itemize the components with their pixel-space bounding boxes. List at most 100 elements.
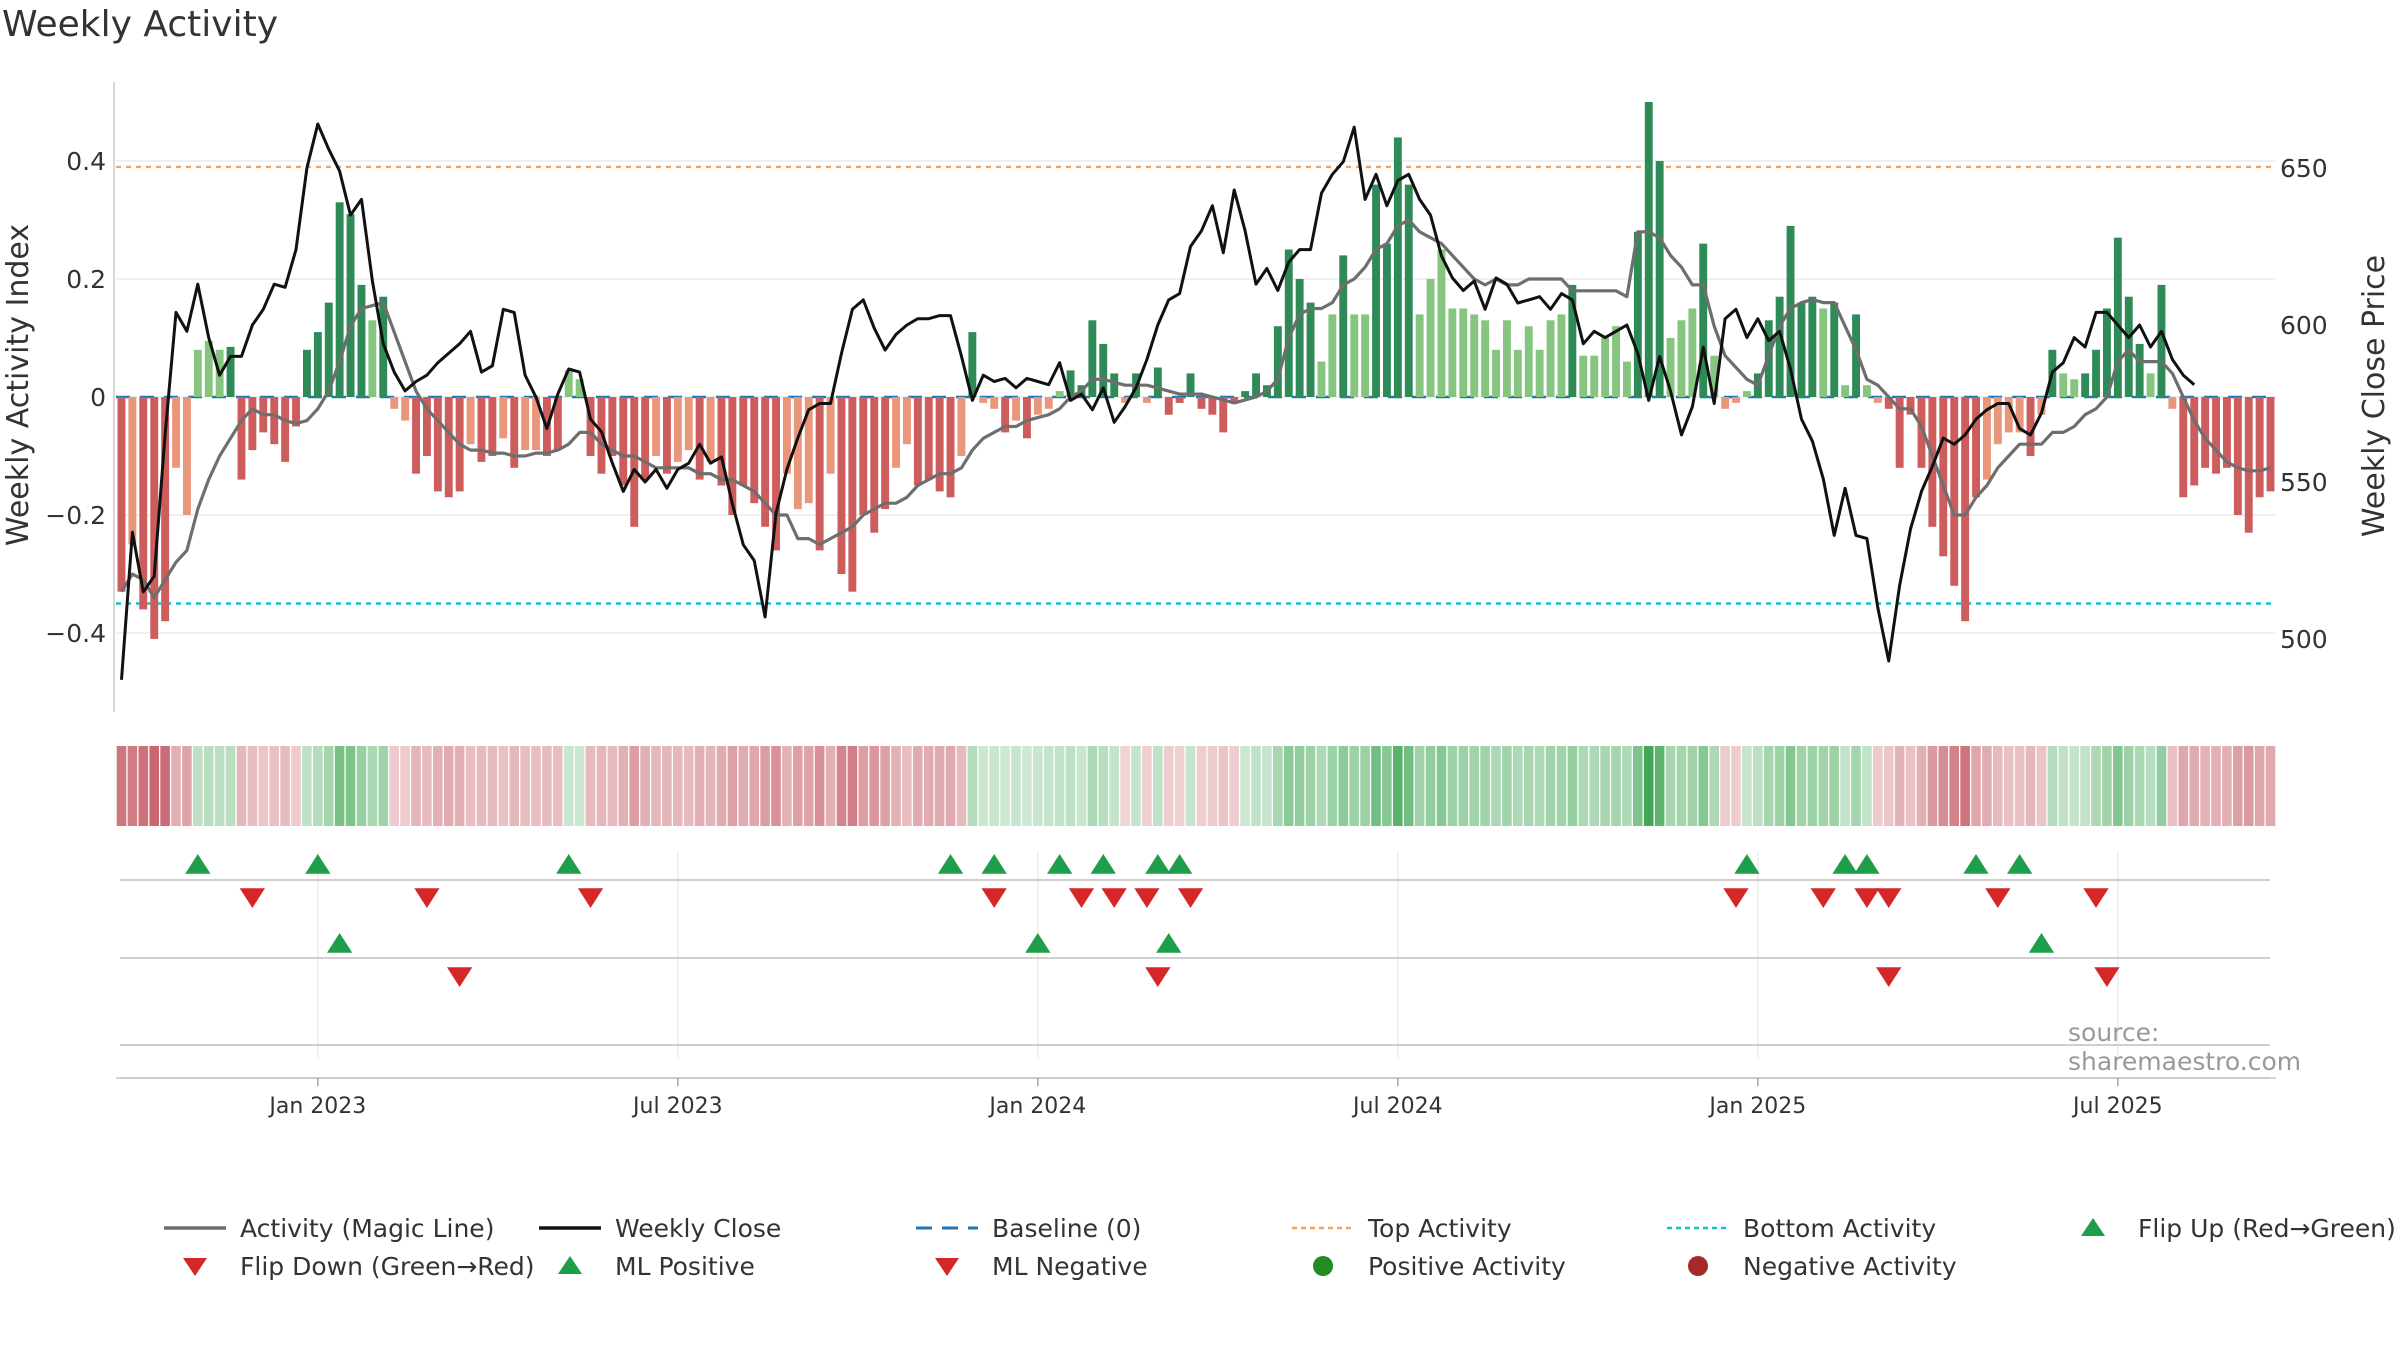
heat-cell <box>1480 746 1490 826</box>
heat-cell <box>1862 746 1872 826</box>
heat-cell <box>454 746 465 826</box>
heat-cell <box>2178 746 2189 826</box>
activity-bar <box>924 397 933 480</box>
activity-bar <box>1884 397 1893 409</box>
heat-cell <box>2058 746 2069 826</box>
activity-bar <box>1612 326 1620 397</box>
activity-bar <box>2004 397 2013 433</box>
heat-cell <box>1327 746 1338 826</box>
activity-bar <box>1153 367 1162 397</box>
legend-label: Top Activity <box>1368 1213 1512 1243</box>
heat-cell <box>1851 746 1861 826</box>
activity-bar <box>1928 397 1937 527</box>
activity-bar <box>641 397 650 480</box>
heat-cell <box>1022 746 1032 826</box>
activity-bar <box>2146 373 2155 397</box>
heat-cell <box>607 746 618 826</box>
heat-cell <box>2036 746 2047 826</box>
weekly-close-series <box>120 122 2196 680</box>
heat-cell <box>2265 746 2276 826</box>
heat-cell <box>1382 746 1392 826</box>
legend-item: Flip Down (Green→Red) <box>160 1248 535 1284</box>
heat-cell <box>323 746 334 826</box>
heat-cell <box>1960 746 1970 826</box>
heat-cell <box>1065 746 1076 826</box>
heat-cell <box>2102 746 2112 826</box>
flip-up-marker <box>1832 854 1858 874</box>
heat-cell <box>934 746 945 826</box>
flip-down-marker <box>1723 888 1749 908</box>
heat-cell <box>1993 746 2003 826</box>
activity-bar <box>990 397 999 409</box>
cyan-dotted-line-icon <box>1667 1226 1729 1230</box>
activity-bar <box>619 397 628 486</box>
heat-cell <box>618 746 629 826</box>
flip-down-marker <box>1854 888 1880 908</box>
activity-bar <box>870 397 879 533</box>
heat-cell <box>2123 746 2134 826</box>
heat-cell <box>498 746 509 826</box>
activity-bar <box>183 397 191 515</box>
heat-cell <box>1109 746 1119 826</box>
activity-bar <box>2255 397 2264 498</box>
heat-cell <box>1611 746 1621 826</box>
legend-item: Top Activity <box>1288 1210 1512 1246</box>
activity-bar <box>1841 385 1850 397</box>
activity-bar <box>1939 397 1948 557</box>
heat-cell <box>1469 746 1479 826</box>
heat-cell <box>574 746 585 826</box>
heat-cell <box>1011 746 1021 826</box>
heat-cell <box>2200 746 2210 826</box>
activity-bar <box>390 397 399 409</box>
flip-up-marker <box>981 854 1007 874</box>
activity-bar <box>2179 397 2188 498</box>
flip-down-marker <box>414 888 440 908</box>
activity-bar <box>1328 314 1337 397</box>
legend-item: Activity (Magic Line) <box>160 1210 494 1246</box>
heat-cell <box>782 746 792 826</box>
heat-cell <box>1371 746 1381 826</box>
activity-bar <box>793 397 802 510</box>
x-tick-label: Jul 2023 <box>631 1094 723 1119</box>
heat-cell <box>1600 746 1610 826</box>
activity-bar <box>2223 397 2231 468</box>
activity-bar <box>161 397 170 622</box>
activity-bar <box>1983 397 1991 480</box>
heat-cell <box>1163 746 1174 826</box>
activity-bar <box>1317 361 1326 397</box>
heat-cell <box>378 746 389 826</box>
legend-item: ML Negative <box>912 1248 1148 1284</box>
activity-bar <box>1033 397 1042 415</box>
activity-bar <box>848 397 857 592</box>
activity-bar <box>1023 397 1031 439</box>
heat-cell <box>225 746 236 826</box>
heat-cell <box>651 746 661 826</box>
heat-cell <box>869 746 879 826</box>
activity-bar <box>488 397 497 456</box>
activity-bar <box>1492 349 1500 397</box>
x-tick-label: Jan 2025 <box>1707 1094 1806 1119</box>
activity-bar <box>1110 373 1119 397</box>
activity-bar <box>1950 397 1959 586</box>
heat-cell <box>1491 746 1501 826</box>
heat-cell <box>127 746 138 826</box>
heat-cell <box>1262 746 1272 826</box>
activity-bar <box>2266 397 2275 492</box>
activity-bar <box>1066 370 1075 397</box>
legend-item: Positive Activity <box>1288 1248 1566 1284</box>
blue-dashed-line-icon <box>916 1226 978 1230</box>
ml-negative-marker <box>1876 967 1902 987</box>
heat-cell <box>1196 746 1207 826</box>
activity-bar <box>1012 397 1020 421</box>
heat-cell <box>1916 746 1927 826</box>
activity-bar <box>270 397 279 445</box>
activity-bar <box>1219 397 1228 433</box>
flip-down-marker <box>981 888 1007 908</box>
signal-markers <box>185 854 2120 987</box>
heat-cell <box>1982 746 1992 826</box>
heat-cell <box>258 746 269 826</box>
heat-cell <box>1643 746 1654 826</box>
activity-bar <box>313 332 322 397</box>
activity-bar <box>2059 373 2068 397</box>
heat-cell <box>356 746 367 826</box>
